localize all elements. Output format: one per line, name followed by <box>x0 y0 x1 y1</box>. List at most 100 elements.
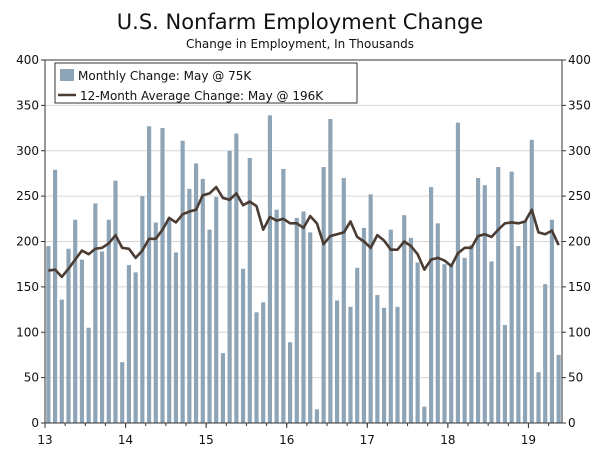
monthly-bar <box>146 126 152 423</box>
y-tick-label-left: 50 <box>24 371 39 385</box>
monthly-bar <box>193 163 199 423</box>
monthly-bar <box>556 354 561 423</box>
monthly-bar <box>314 409 320 423</box>
monthly-bar <box>341 177 346 423</box>
x-tick-label: 14 <box>118 433 133 447</box>
bar-series <box>46 115 561 424</box>
x-tick-label: 16 <box>279 433 294 447</box>
monthly-bar <box>301 211 306 423</box>
monthly-bar <box>106 219 111 423</box>
average-line <box>48 185 560 279</box>
y-tick-label-right: 200 <box>568 235 591 249</box>
monthly-bar <box>308 232 313 423</box>
monthly-bar <box>274 209 279 423</box>
x-tick-label: 15 <box>199 433 214 447</box>
monthly-bar <box>455 122 461 424</box>
monthly-bar <box>120 362 125 423</box>
y-tick-label-left: 250 <box>16 189 39 203</box>
y-tick-label-right: 0 <box>568 416 576 430</box>
monthly-bar <box>543 284 548 423</box>
monthly-bar <box>348 306 353 423</box>
monthly-bar <box>254 312 259 423</box>
monthly-bar <box>361 227 367 423</box>
monthly-bar <box>422 406 427 423</box>
monthly-bar <box>549 219 555 423</box>
monthly-bar <box>482 185 487 423</box>
x-tick-label: 19 <box>521 433 536 447</box>
monthly-bar <box>140 196 145 423</box>
monthly-bar <box>86 327 91 423</box>
y-tick-label-left: 300 <box>16 144 39 158</box>
y-tick-label-right: 300 <box>568 144 591 158</box>
monthly-bar <box>502 324 508 423</box>
monthly-bar <box>160 128 165 423</box>
monthly-bar <box>516 246 521 423</box>
y-tick-label-right: 400 <box>568 53 591 67</box>
monthly-bar <box>180 140 185 423</box>
monthly-bar <box>153 222 158 423</box>
axis-ticks: 0 0 50 50 100 100 150 150 200 200 250 250 300 300 350 3… <box>16 53 591 447</box>
y-tick-label-right: 250 <box>568 189 591 203</box>
monthly-bar <box>536 372 541 423</box>
monthly-bar <box>52 169 58 423</box>
monthly-bar <box>388 229 393 423</box>
monthly-bar <box>328 118 333 424</box>
y-tick-label-left: 350 <box>16 98 39 112</box>
x-tick-label: 18 <box>440 433 455 447</box>
monthly-bar <box>234 133 239 423</box>
monthly-bar <box>240 268 246 423</box>
y-tick-label-right: 350 <box>568 98 591 112</box>
monthly-bar <box>126 265 132 423</box>
monthly-bar <box>355 267 360 423</box>
monthly-bar <box>529 139 534 424</box>
monthly-bar <box>287 342 293 423</box>
monthly-bar <box>200 178 205 423</box>
y-tick-label-right: 100 <box>568 325 591 339</box>
monthly-bar <box>261 302 266 423</box>
monthly-bar <box>220 353 226 423</box>
monthly-bar <box>402 215 407 423</box>
monthly-bar <box>408 237 414 423</box>
monthly-bar <box>187 188 192 423</box>
monthly-bar <box>489 261 494 423</box>
monthly-bar <box>509 171 514 423</box>
monthly-bar <box>113 180 118 423</box>
monthly-bar <box>395 306 400 423</box>
legend-line-label: 12-Month Average Change: May @ 196K <box>80 89 324 103</box>
monthly-bar <box>79 259 85 423</box>
legend-bar-label: Monthly Change: May @ 75K <box>78 69 252 83</box>
monthly-bar <box>321 167 326 423</box>
monthly-bar <box>435 223 440 423</box>
monthly-bar <box>173 252 179 423</box>
monthly-bar <box>475 177 481 423</box>
monthly-bar <box>334 300 340 423</box>
monthly-bar <box>227 150 232 423</box>
monthly-bar <box>368 194 373 423</box>
monthly-bar <box>449 264 454 423</box>
monthly-bar <box>46 246 51 423</box>
monthly-bar <box>469 245 474 423</box>
monthly-bar <box>462 257 467 423</box>
monthly-bar <box>428 187 434 423</box>
monthly-bar <box>59 299 64 423</box>
monthly-bar <box>415 262 420 423</box>
monthly-bar <box>167 217 172 423</box>
legend-bar-swatch <box>60 69 74 81</box>
monthly-bar <box>99 251 105 423</box>
chart-title: U.S. Nonfarm Employment Change <box>117 10 483 34</box>
monthly-bar <box>133 272 138 423</box>
monthly-bar <box>442 264 447 423</box>
monthly-bar <box>294 217 299 423</box>
y-tick-label-left: 100 <box>16 325 39 339</box>
y-tick-label-left: 150 <box>16 280 39 294</box>
y-tick-label-right: 150 <box>568 280 591 294</box>
monthly-bar <box>93 203 98 423</box>
monthly-bar <box>247 158 252 423</box>
y-tick-label-left: 400 <box>16 53 39 67</box>
monthly-bar <box>66 248 71 423</box>
x-tick-label: 17 <box>360 433 375 447</box>
monthly-bar <box>381 307 387 423</box>
legend-box <box>54 62 358 104</box>
chart-subtitle: Change in Employment, In Thousands <box>186 37 414 51</box>
y-tick-label-right: 50 <box>568 371 583 385</box>
